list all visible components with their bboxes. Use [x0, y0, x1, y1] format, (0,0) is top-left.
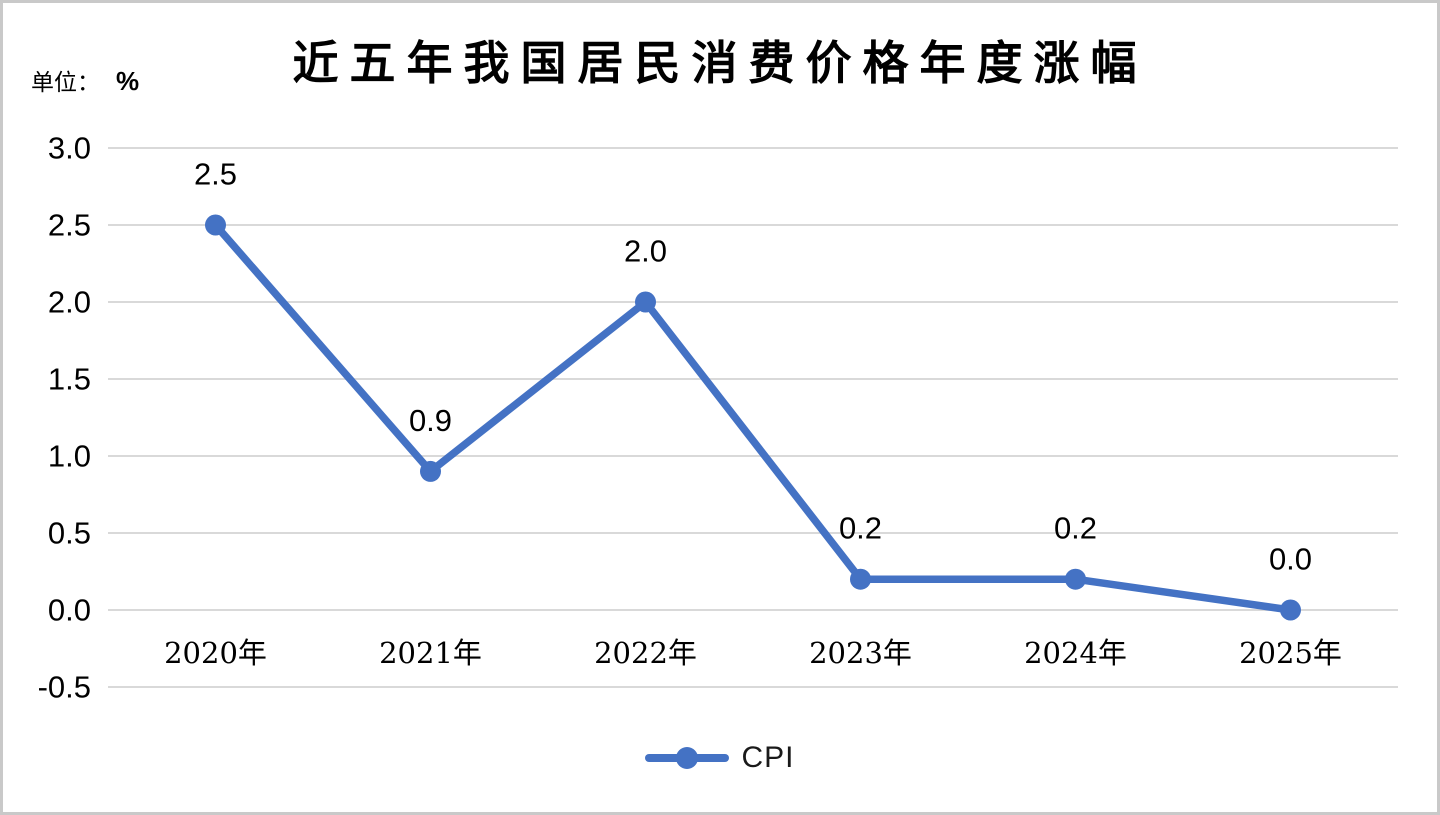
- data-label: 2.0: [624, 234, 667, 269]
- data-point-marker: [1065, 568, 1086, 590]
- chart-title: 近五年我国居民消费价格年度涨幅: [292, 36, 1148, 90]
- cpi-line-chart: 3.0 2.5 2.0 1.5 1.0 0.5 0.0 -0.5 2020年 2021年 2022年…: [38, 131, 1398, 705]
- legend-label: CPI: [741, 741, 795, 774]
- data-point-marker: [205, 214, 226, 236]
- y-axis-tick-label: 2.0: [48, 285, 91, 320]
- data-point-marker: [420, 460, 441, 482]
- y-axis-tick-label: 3.0: [48, 131, 91, 166]
- data-label: 0.2: [1054, 511, 1097, 546]
- data-label: 2.5: [194, 157, 237, 192]
- unit-prefix: 单位：: [31, 69, 100, 95]
- x-axis-label: 2023年: [809, 636, 912, 670]
- x-axis-label: 2022年: [594, 636, 697, 670]
- cpi-line: [211, 221, 1295, 614]
- data-label: 0.9: [409, 403, 452, 438]
- y-axis-tick-label: 1.0: [48, 439, 91, 474]
- x-axis-label: 2020年: [164, 636, 267, 670]
- legend: CPI: [3, 741, 1437, 775]
- y-axis-tick-label: -0.5: [38, 670, 91, 705]
- unit-label: 单位：%: [31, 63, 139, 97]
- y-axis-tick-label: 0.5: [48, 516, 91, 551]
- data-label: 0.0: [1269, 542, 1312, 577]
- legend-line-marker-icon: [645, 746, 730, 770]
- y-axis-tick-label: 2.5: [48, 208, 91, 243]
- data-point-marker: [1280, 599, 1301, 621]
- y-axis-tick-label: 1.5: [48, 362, 91, 397]
- x-axis-label: 2021年: [379, 636, 482, 670]
- unit-percent: %: [116, 66, 140, 96]
- x-axis-label: 2024年: [1024, 636, 1127, 670]
- legend-dot-icon: [676, 747, 699, 769]
- y-axis-tick-label: 0.0: [48, 593, 91, 628]
- data-point-marker: [635, 291, 656, 313]
- data-point-marker: [850, 568, 871, 590]
- data-label: 0.2: [839, 511, 882, 546]
- x-axis-label: 2025年: [1239, 636, 1342, 670]
